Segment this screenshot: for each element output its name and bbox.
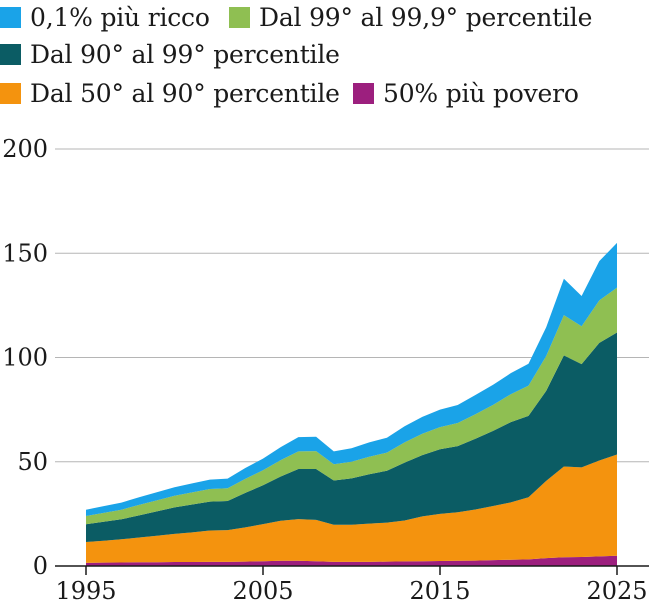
legend-swatch-90-99 [0, 44, 21, 65]
legend-item-bottom-50: 50% più povero [353, 79, 579, 108]
legend-label-99-99-9: Dal 99° al 99,9° percentile [259, 3, 593, 32]
legend-label-90-99: Dal 90° al 99° percentile [30, 40, 340, 69]
area-series-1 [86, 454, 617, 563]
area-series-2 [86, 332, 617, 543]
legend-item-50-90: Dal 50° al 90° percentile [0, 79, 340, 108]
chart-legend: 0,1% più ricco Dal 99° al 99,9° percenti… [0, 0, 649, 112]
area-series [86, 242, 617, 566]
y-tick-label-50: 50 [17, 448, 48, 476]
legend-label-top-0-1: 0,1% più ricco [30, 3, 210, 32]
x-tick-label-2025: 2025 [586, 577, 647, 604]
x-tick-label-2015: 2015 [409, 577, 470, 604]
legend-swatch-top-0-1 [0, 7, 21, 28]
legend-label-50-90: Dal 50° al 90° percentile [30, 79, 340, 108]
x-tick-label-1995: 1995 [55, 577, 116, 604]
legend-swatch-99-99-9 [229, 7, 250, 28]
y-tick-label-100: 100 [2, 344, 48, 372]
y-tick-label-200: 200 [2, 135, 48, 163]
legend-item-90-99: Dal 90° al 99° percentile [0, 40, 340, 69]
legend-item-top-0-1: 0,1% più ricco [0, 3, 210, 32]
y-tick-label-0: 0 [33, 552, 48, 580]
legend-label-bottom-50: 50% più povero [383, 79, 579, 108]
area-series-3 [86, 287, 617, 525]
x-tick-label-2005: 2005 [232, 577, 293, 604]
legend-swatch-bottom-50 [353, 83, 374, 104]
y-tick-label-150: 150 [2, 239, 48, 267]
axes: 0 50 100 150 200 1995 2005 2015 2025 [2, 135, 649, 604]
legend-item-99-99-9: Dal 99° al 99,9° percentile [229, 3, 592, 32]
legend-swatch-50-90 [0, 83, 21, 104]
area-series-4 [86, 242, 617, 516]
area-series-0 [86, 555, 617, 566]
